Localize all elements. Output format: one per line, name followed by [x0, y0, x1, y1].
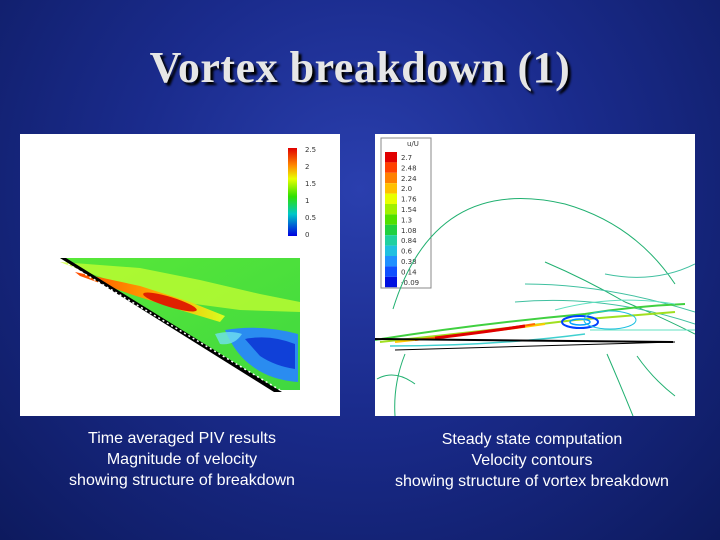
piv-colorbar-label: 2: [305, 163, 309, 171]
cfd-caption: Steady state computation Velocity contou…: [370, 429, 694, 492]
mid-contour: [514, 299, 695, 325]
wing-profile: [394, 341, 676, 351]
contour-legend-swatch: [385, 224, 397, 236]
contour-legend-label: 1.76: [401, 196, 417, 204]
breakdown-bubble: [561, 315, 599, 329]
contour-legend-swatches: [385, 152, 397, 288]
vortex-core-peak: [143, 292, 197, 312]
mid-contour: [604, 263, 695, 278]
caption-line: Magnitude of velocity: [106, 451, 258, 468]
outer-contour: [636, 355, 676, 397]
outer-contour: [376, 374, 416, 385]
velocity-band-high: [60, 262, 300, 312]
contour-legend-label: 0.38: [401, 258, 417, 266]
contour-legend-label: 2.48: [401, 164, 417, 172]
breakdown-edge: [215, 332, 242, 345]
slide-title: Vortex breakdown (1): [149, 43, 571, 92]
breakdown-wake: [554, 299, 676, 311]
core-contour: [434, 324, 526, 340]
cfd-figure: u/U 2.7 2.48 2.24 2.0 1.76 1.54 1.3 1.08 0.84 0.6…: [375, 134, 695, 416]
piv-caption: Time averaged PIV results Magnitude of v…: [20, 428, 344, 491]
contour-legend-swatch: [385, 204, 397, 215]
outer-contour: [394, 353, 406, 416]
piv-contour-plot: 2.5 2 1.5 1 0.5 0: [60, 146, 316, 392]
contour-legend-label: 0.84: [401, 237, 417, 245]
contour-legend-swatch: [385, 172, 397, 184]
caption-line: showing structure of breakdown: [69, 472, 295, 489]
caption-line: Time averaged PIV results: [88, 430, 276, 447]
contour-legend-labels: 2.7 2.48 2.24 2.0 1.76 1.54 1.3 1.08 0.84 0.6 0.38…: [401, 154, 419, 287]
wing-profile: [375, 338, 674, 343]
contour-legend-swatch: [385, 193, 397, 204]
contour-legend-swatch: [385, 214, 397, 225]
outer-contour: [392, 198, 676, 310]
core-contour: [375, 303, 686, 341]
contour-legend-label: -0.09: [401, 279, 419, 287]
contour-legend-swatch: [385, 183, 397, 194]
caption-line: showing structure of vortex breakdown: [395, 473, 669, 490]
contour-legend-label: 0.14: [401, 268, 417, 276]
contour-legend-header: u/U: [407, 140, 419, 148]
contour-legend-swatch: [385, 256, 397, 267]
wing-leading-edge: [60, 258, 282, 392]
piv-colorbar-label: 0: [305, 231, 309, 239]
breakdown-core: [245, 337, 295, 369]
contour-legend-swatch: [385, 245, 397, 256]
contour-legend-label: 2.0: [401, 185, 412, 193]
piv-colorbar-label: 0.5: [305, 214, 316, 222]
caption-line: Velocity contours: [471, 452, 593, 469]
contour-legend-label: 0.6: [401, 248, 413, 256]
piv-colorbar-label: 1: [305, 197, 309, 205]
contour-legend-label: 1.54: [401, 206, 417, 214]
contour-legend-swatch: [385, 235, 397, 246]
outer-contour: [544, 261, 695, 335]
core-contour: [389, 333, 586, 347]
wing-edge-dots: [67, 263, 281, 391]
piv-colorbar: [288, 148, 297, 236]
contour-legend-swatch: [385, 276, 397, 288]
piv-colorbar-label: 1.5: [305, 180, 316, 188]
contour-legend-label: 2.24: [401, 175, 417, 183]
piv-figure: 2.5 2 1.5 1 0.5 0: [20, 134, 340, 416]
mid-contour: [524, 283, 695, 313]
contour-legend-label: 1.3: [401, 216, 412, 224]
contour-legend-swatch: [385, 162, 397, 173]
contour-legend-label: 2.7: [401, 154, 412, 162]
contour-legend-swatch: [385, 152, 397, 163]
piv-colorbar-label: 2.5: [305, 146, 316, 154]
breakdown-bubble-inner: [569, 318, 591, 326]
outer-contour: [606, 353, 634, 416]
contour-legend-label: 1.08: [401, 227, 417, 235]
cfd-contour-plot: u/U 2.7 2.48 2.24 2.0 1.76 1.54 1.3 1.08 0.84 0.6…: [375, 137, 695, 416]
contour-legend-swatch: [385, 266, 397, 277]
breakdown-bubble-outer: [583, 310, 637, 330]
caption-line: Steady state computation: [441, 431, 623, 448]
